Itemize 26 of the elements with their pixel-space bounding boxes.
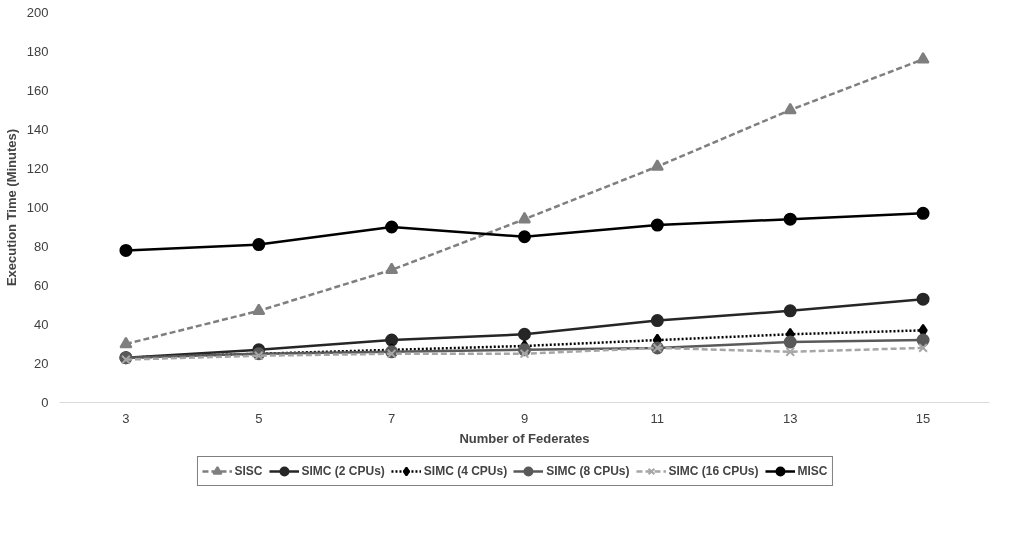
x-tick-label: 13 (782, 410, 798, 426)
y-tick-label: 120 (26, 161, 49, 176)
x-tick-label: 5 (255, 410, 263, 426)
y-tick-label: 80 (34, 239, 49, 254)
x-axis-title: Number of Federates (459, 430, 590, 446)
y-tick-label: 60 (34, 278, 49, 293)
legend-label: SIMC (2 CPUs) (301, 463, 385, 478)
y-tick-label: 20 (34, 356, 49, 371)
legend-label: SIMC (4 CPUs) (423, 463, 508, 478)
y-tick-label: 100 (26, 200, 49, 215)
legend-label: SIMC (8 CPUs) (546, 463, 630, 478)
x-tick-label: 15 (915, 410, 931, 426)
y-tick-label: 0 (41, 395, 49, 410)
y-tick-label: 40 (34, 317, 49, 332)
y-tick-label: 160 (26, 83, 49, 98)
y-tick-label: 180 (26, 44, 49, 59)
y-axis-title: Execution Time (Minutes) (3, 128, 19, 287)
x-tick-label: 9 (520, 410, 529, 426)
y-tick-label: 200 (26, 5, 49, 20)
legend-label: SISC (234, 463, 263, 478)
legend-label: SIMC (16 CPUs) (668, 463, 759, 478)
x-tick-label: 11 (650, 410, 665, 426)
legend-label: MISC (797, 463, 828, 478)
x-tick-label: 3 (122, 410, 130, 426)
x-tick-label: 7 (388, 410, 396, 426)
y-tick-label: 140 (26, 122, 49, 137)
